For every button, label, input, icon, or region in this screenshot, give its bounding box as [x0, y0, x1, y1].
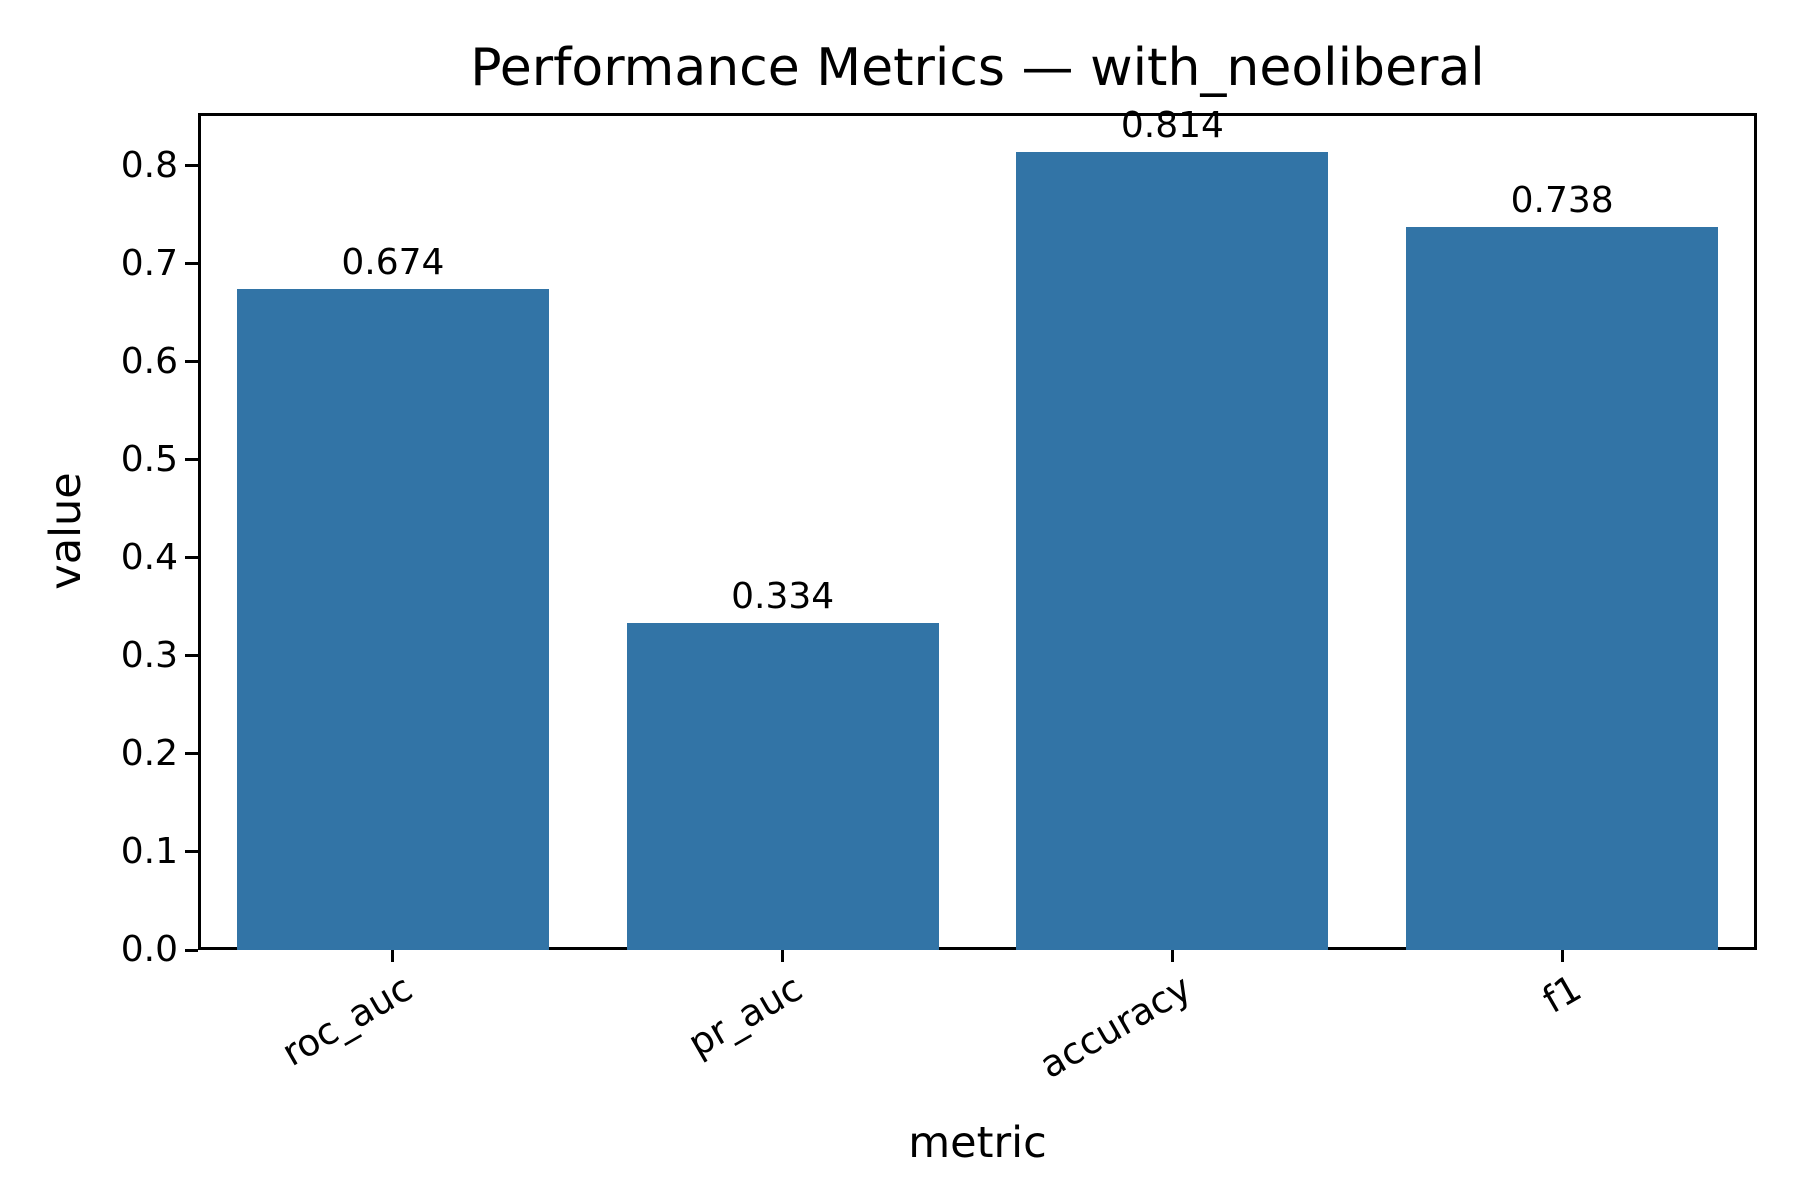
axis-spine-left: [198, 113, 201, 950]
y-tick-label-0.4: 0.4: [120, 536, 178, 578]
y-tick-label-0.2: 0.2: [120, 732, 178, 774]
bar-pr_auc: [626, 622, 939, 950]
x-tick-mark-roc_auc: [391, 950, 395, 962]
y-tick-label-0.6: 0.6: [120, 340, 178, 382]
plot-area: 0.674 roc_auc 0.334 pr_auc 0.814 accuracy 0.73…: [121, 106, 1757, 1087]
y-tick-label-0.7: 0.7: [120, 242, 178, 284]
y-tick-mark-0.2: [185, 752, 198, 756]
y-tick-label-0.5: 0.5: [120, 438, 178, 480]
y-tick-mark-0.4: [185, 556, 198, 560]
bar-accuracy: [1016, 152, 1329, 950]
axis-spine-top: [198, 113, 1757, 116]
bar-value-label-roc_auc: 0.674: [341, 242, 445, 284]
bar-roc_auc: [236, 289, 549, 950]
y-tick-label-0.1: 0.1: [120, 830, 178, 872]
x-tick-mark-f1: [1560, 950, 1564, 962]
x-axis-label: metric: [908, 1118, 1047, 1168]
y-tick-label-0.8: 0.8: [120, 144, 178, 186]
y-tick-mark-0.3: [185, 654, 198, 658]
y-tick-mark-0.5: [185, 458, 198, 462]
bar-f1: [1406, 226, 1719, 950]
x-tick-mark-accuracy: [1170, 950, 1174, 962]
y-tick-mark-0.7: [185, 262, 198, 266]
axis-spine-bottom: [198, 947, 1757, 950]
bar-value-label-f1: 0.738: [1510, 179, 1614, 221]
chart-title: Performance Metrics — with_neoliberal: [470, 38, 1485, 98]
y-axis-label: value: [41, 472, 91, 590]
bar-value-label-accuracy: 0.814: [1120, 105, 1224, 147]
y-tick-mark-0.6: [185, 360, 198, 364]
bar-value-label-pr_auc: 0.334: [731, 575, 835, 617]
axis-spine-right: [1754, 113, 1757, 950]
x-tick-mark-pr_auc: [781, 950, 785, 962]
y-tick-mark-0.0: [185, 948, 198, 952]
y-tick-mark-0.1: [185, 850, 198, 854]
y-tick-mark-0.8: [185, 164, 198, 168]
y-tick-label-0.3: 0.3: [120, 634, 178, 676]
y-tick-label-0.0: 0.0: [120, 929, 178, 970]
